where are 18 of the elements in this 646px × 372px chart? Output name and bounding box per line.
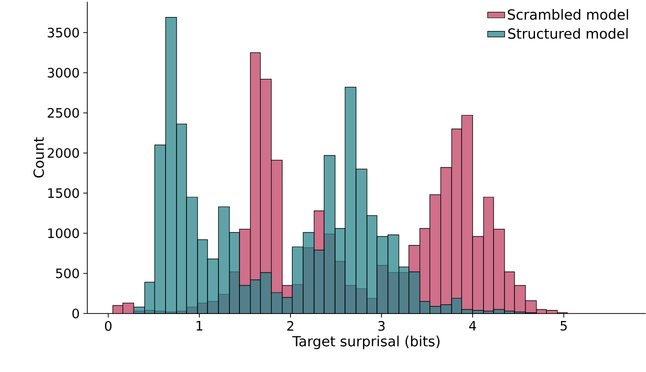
y-tick-label: 3000 [48,68,79,78]
y-tick-label: 2500 [48,108,79,118]
legend-label: Scrambled model [508,8,628,20]
y-tick-label: 1500 [48,188,79,198]
x-tick-label: 4 [469,321,476,330]
x-tick-label: 1 [196,321,202,330]
y-tick-label: 500 [56,268,79,278]
y-axis-title: Count [33,137,44,178]
y-tick-label: 3500 [48,28,79,38]
x-tick-label: 5 [560,321,567,331]
y-tick-label: 2000 [48,148,79,158]
y-tick-label: 1000 [48,228,79,238]
x-tick-label: 2 [287,321,294,331]
x-tick-label: 0 [104,321,112,331]
x-tick-label: 3 [378,321,385,331]
x-axis-title: Target surprisal (bits) [292,336,440,350]
legend-label: Structured model [508,28,628,39]
y-tick-label: 0 [72,308,79,318]
